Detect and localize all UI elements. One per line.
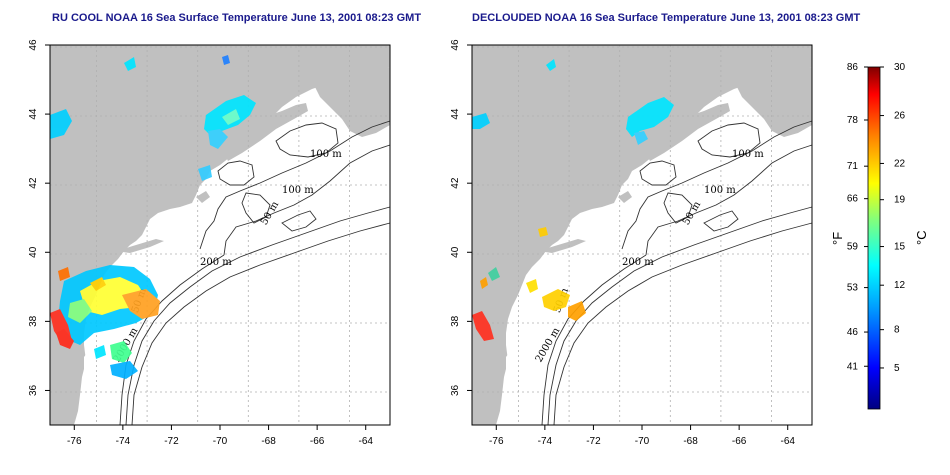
celsius-label: °C [914,230,929,245]
y-tick-label: 42 [450,177,461,189]
colorbar-gradient [867,66,881,410]
left-sst-overlay [50,55,256,379]
colorbar-c-tick-label: 15 [894,242,906,253]
colorbar-c-tick-label: 8 [894,325,900,336]
right-sst-overlay [472,59,674,341]
colorbar-f-tick-label: 78 [847,115,859,126]
x-tick-label: -64 [780,436,795,447]
x-tick-label: -72 [164,436,179,447]
colorbar-celsius-ticks: 30 26 22 19 15 12 8 5 [880,62,906,374]
x-tick-label: -74 [116,436,131,447]
colorbar-c-tick-label: 5 [894,363,900,374]
y-tick-label: 44 [450,108,461,120]
colorbar-f-tick-label: 53 [847,283,859,294]
colorbar-c-tick-label: 26 [894,111,906,122]
y-tick-label: 38 [450,315,461,327]
colorbar: 86 78 71 66 59 53 46 41 30 26 22 19 15 12 8 5 °F °C [830,62,929,410]
colorbar-f-tick-label: 41 [847,361,859,372]
y-tick-label: 46 [28,39,39,51]
left-y-axis: 46 44 42 40 38 36 [28,39,50,396]
colorbar-c-tick-label: 19 [894,195,906,206]
colorbar-f-tick-label: 59 [847,242,859,253]
colorbar-c-tick-label: 12 [894,280,906,291]
y-tick-label: 40 [28,246,39,258]
colorbar-f-tick-label: 86 [847,62,859,73]
colorbar-f-tick-label: 46 [847,327,859,338]
right-y-axis: 46 44 42 40 38 36 [450,39,472,396]
right-map-title: DECLOUDED NOAA 16 Sea Surface Temperatur… [472,12,861,24]
x-tick-label: -70 [213,436,228,447]
fahrenheit-label: °F [830,232,845,245]
left-x-axis: -76 -74 -72 -70 -68 -66 -64 [67,425,373,447]
colorbar-c-tick-label: 30 [894,62,906,73]
colorbar-c-tick-label: 22 [894,158,906,169]
x-tick-label: -76 [67,436,82,447]
y-tick-label: 38 [28,315,39,327]
x-tick-label: -76 [489,436,504,447]
left-map-title: RU COOL NOAA 16 Sea Surface Temperature … [52,12,422,24]
y-tick-label: 36 [28,384,39,396]
x-tick-label: -68 [261,436,276,447]
x-tick-label: -72 [586,436,601,447]
right-map-panel: -76 -74 -72 -70 -68 -66 -64 46 44 42 40 38 36 [450,39,813,447]
colorbar-f-tick-label: 71 [847,161,859,172]
right-x-axis: -76 -74 -72 -70 -68 -66 -64 [489,425,795,447]
x-tick-label: -66 [310,436,325,447]
colorbar-fahrenheit-ticks: 86 78 71 66 59 53 46 41 [847,62,868,372]
x-tick-label: -66 [732,436,747,447]
y-tick-label: 42 [28,177,39,189]
x-tick-label: -64 [358,436,373,447]
x-tick-label: -74 [538,436,553,447]
left-map-panel: -76 -74 -72 -70 -68 -66 -64 46 44 42 40 38 36 [28,39,391,447]
x-tick-label: -70 [635,436,650,447]
y-tick-label: 46 [450,39,461,51]
y-tick-label: 40 [450,246,461,258]
colorbar-f-tick-label: 66 [847,194,859,205]
y-tick-label: 36 [450,384,461,396]
y-tick-label: 44 [28,108,39,120]
x-tick-label: -68 [683,436,698,447]
